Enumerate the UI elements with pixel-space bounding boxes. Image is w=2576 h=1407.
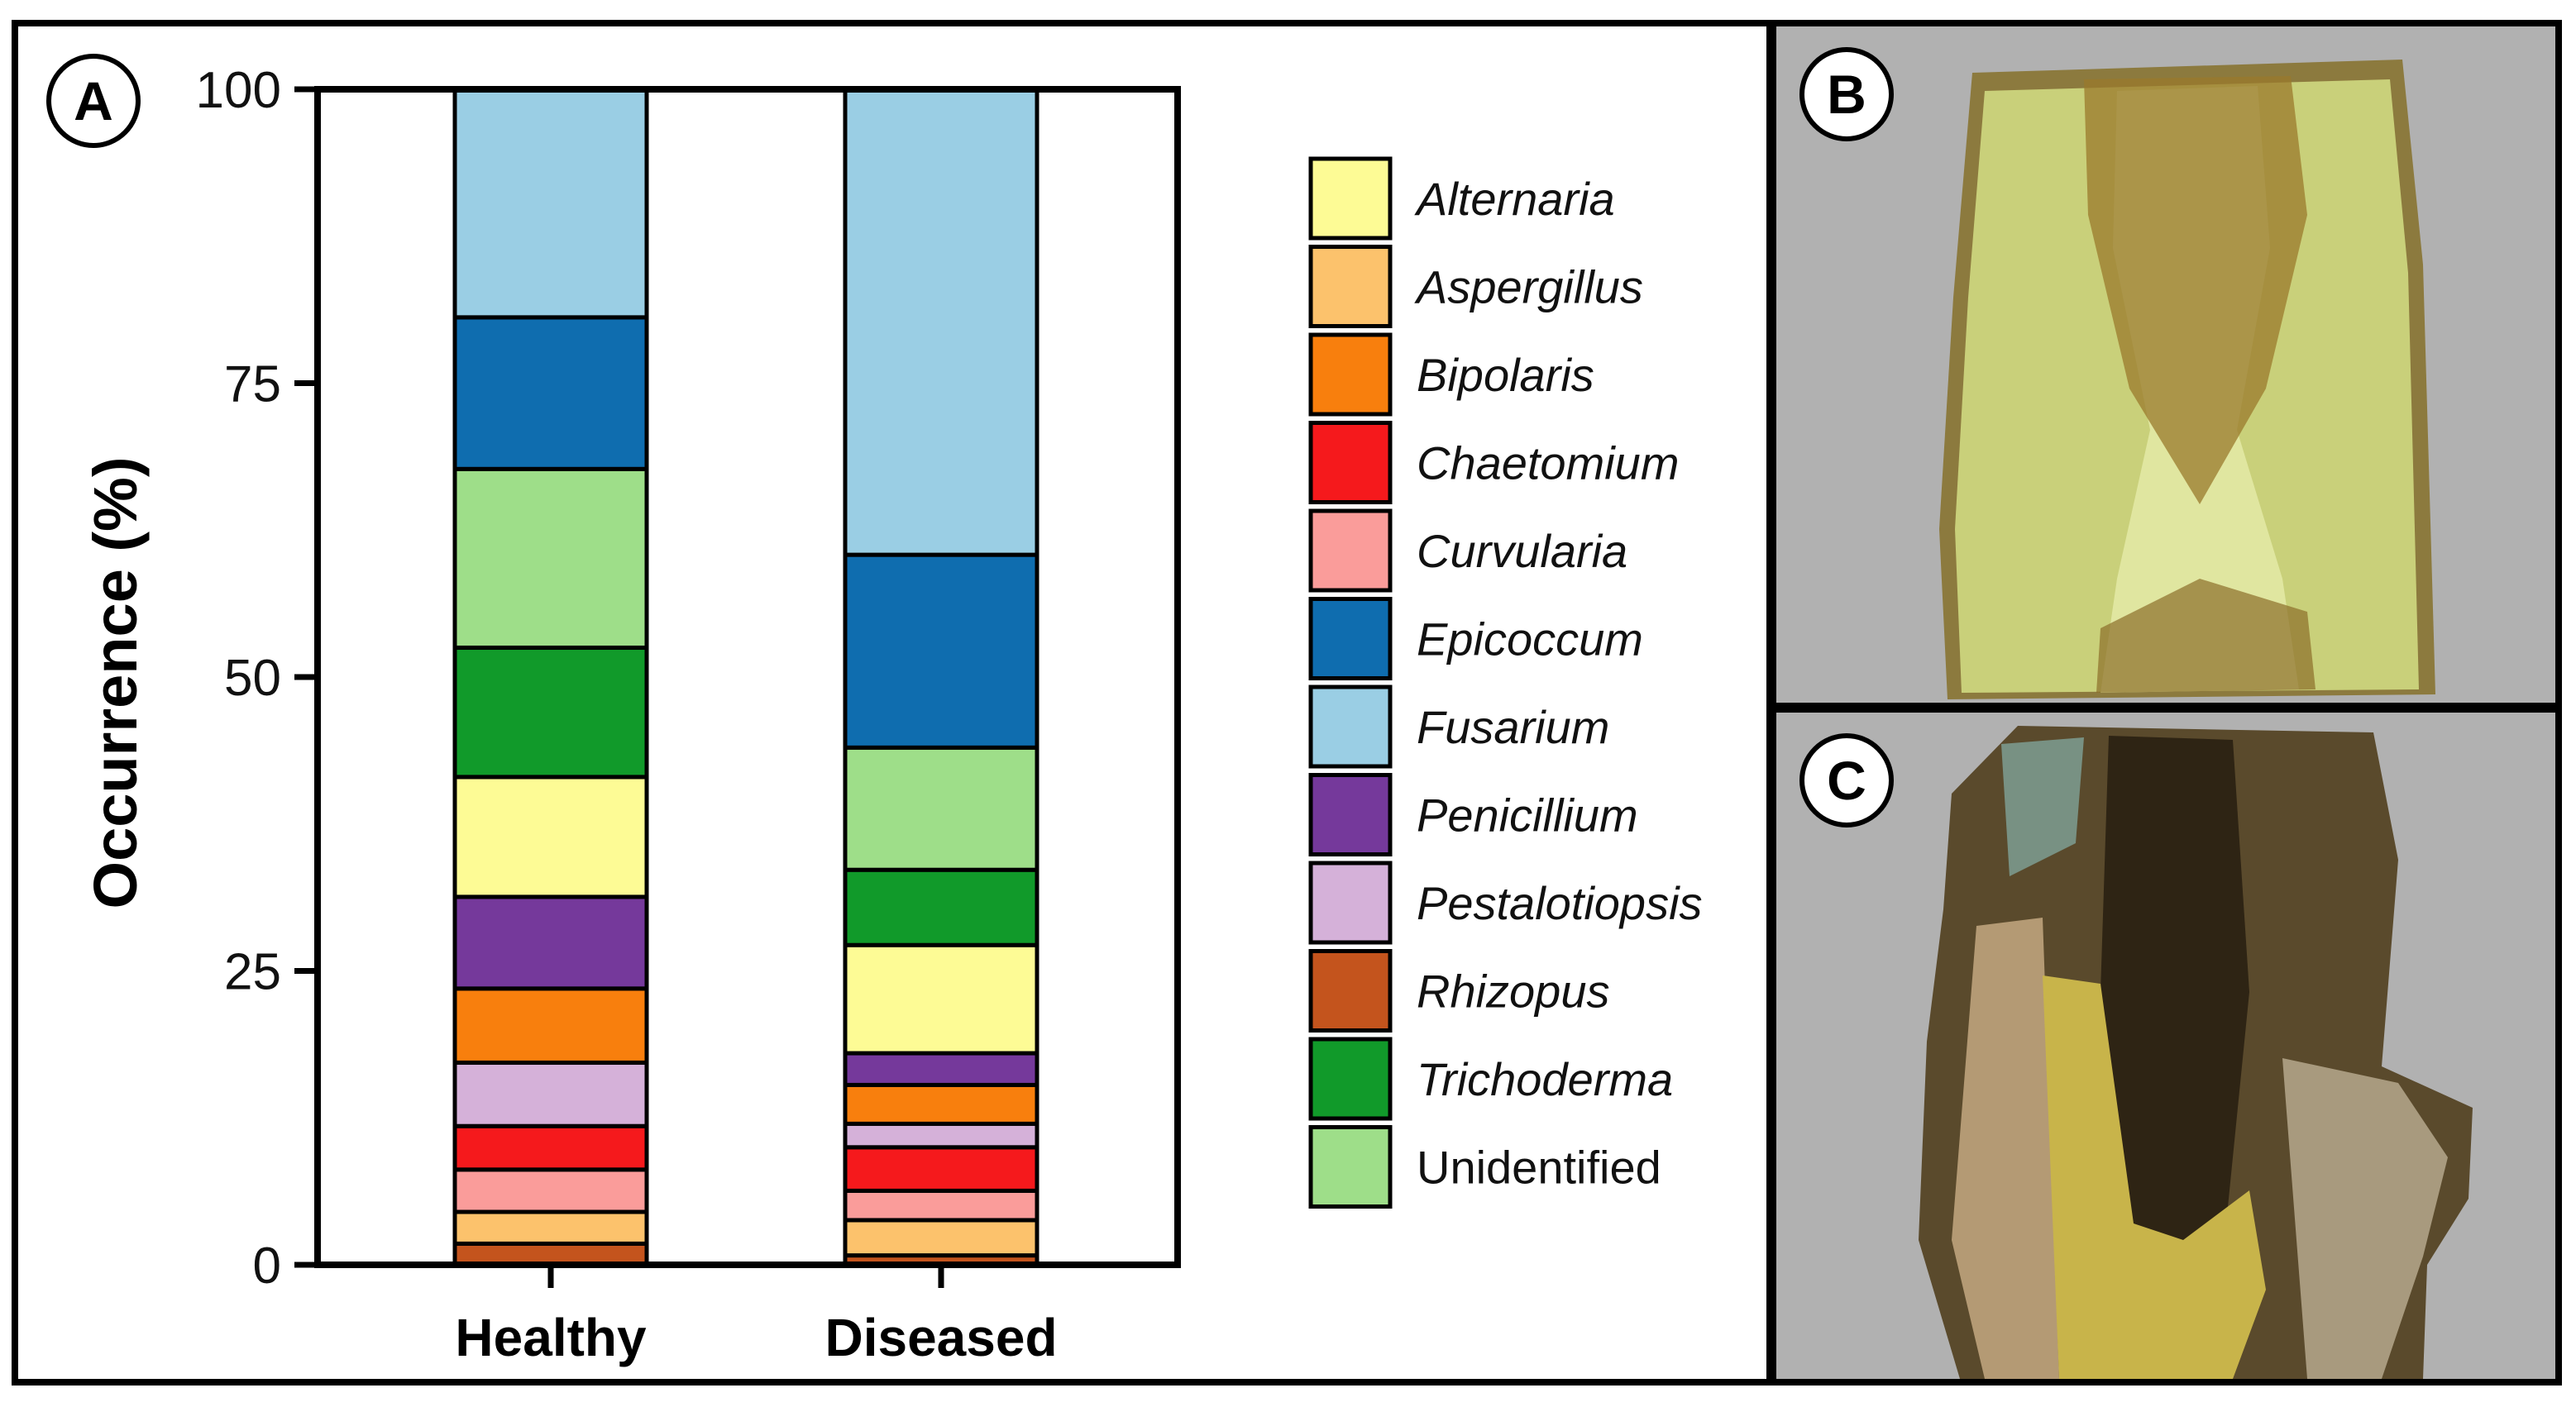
legend-label-fusarium: Fusarium: [1417, 701, 1609, 753]
legend-label-epicoccum: Epicoccum: [1417, 613, 1643, 665]
bar-segment-diseased-pestalotiopsis: [843, 1121, 1039, 1150]
stem-healthy-lesion-bottom: [2096, 579, 2316, 693]
bar-segment-diseased-fusarium: [843, 87, 1039, 557]
legend-swatch-rhizopus: [1308, 949, 1393, 1033]
bar-segment-healthy-penicillium: [452, 894, 649, 991]
legend-label-unidentified: Unidentified: [1417, 1142, 1661, 1194]
bar-segment-diseased-chaetomium: [843, 1145, 1039, 1193]
bar-segment-healthy-aspergillus: [452, 1209, 649, 1246]
bar-segment-diseased-epicoccum: [843, 552, 1039, 750]
panel-c-letter: C: [1827, 750, 1866, 811]
bar-segment-healthy-chaetomium: [452, 1123, 649, 1172]
y-axis: 0 25 50 75 100: [196, 62, 318, 1295]
bar-segment-healthy-alternaria: [452, 775, 649, 899]
stem-diseased-bluish-rim: [2001, 737, 2084, 876]
legend: Alternaria Aspergillus Bipolaris Chaetomium…: [1308, 156, 1703, 1209]
panel-c: C: [1776, 713, 2555, 1379]
panel-b: B: [1771, 26, 2559, 713]
y-tick-label: 75: [224, 356, 281, 413]
panel-a-letter: A: [74, 70, 113, 131]
bar-segment-diseased-curvularia: [843, 1188, 1039, 1223]
panel-a-badge: [46, 54, 141, 148]
stem-diseased-yellow-tissue: [2043, 975, 2266, 1379]
y-tick-label: 50: [224, 650, 281, 707]
stem-diseased-pale-wood: [1952, 918, 2059, 1379]
y-tick-label: 0: [253, 1238, 281, 1295]
x-category-label-diseased: Diseased: [824, 1308, 1057, 1367]
bar-segment-healthy-bipolaris: [452, 986, 649, 1065]
bar-segment-diseased-trichoderma: [843, 867, 1039, 947]
panel-c-badge: [1799, 733, 1894, 828]
legend-label-pestalotiopsis: Pestalotiopsis: [1417, 877, 1703, 929]
legend-swatch-curvularia: [1308, 508, 1393, 593]
legend-swatch-unidentified: [1308, 1125, 1393, 1209]
stem-healthy-lesion-top: [2084, 76, 2307, 504]
bar-segment-healthy-epicoccum: [452, 315, 649, 471]
legend-swatch-aspergillus: [1308, 245, 1393, 328]
x-axis: Healthy Diseased: [455, 1265, 1058, 1367]
bar-segment-healthy-fusarium: [452, 87, 649, 320]
bar-segment-healthy-pestalotiopsis: [452, 1060, 649, 1128]
legend-swatch-alternaria: [1308, 156, 1393, 241]
legend-swatch-trichoderma: [1308, 1037, 1393, 1121]
legend-label-rhizopus: Rhizopus: [1417, 966, 1609, 1018]
legend-label-bipolaris: Bipolaris: [1417, 349, 1594, 401]
legend-swatch-penicillium: [1308, 773, 1393, 856]
bar-segment-healthy-unidentified: [452, 466, 649, 650]
y-tick-label: 25: [224, 944, 281, 1001]
panel-b-divider: [1771, 703, 2559, 713]
stem-diseased-pale-wood-right: [2282, 1058, 2448, 1379]
legend-swatch-pestalotiopsis: [1308, 861, 1393, 945]
legend-swatch-chaetomium: [1308, 421, 1393, 504]
panel-b-letter: B: [1827, 64, 1866, 125]
bar-segment-healthy-curvularia: [452, 1167, 649, 1214]
x-category-label-healthy: Healthy: [455, 1308, 647, 1367]
bar-segment-diseased-penicillium: [843, 1051, 1039, 1087]
panel-a: A Occurrence (%) 0 25 50 75 100 Healthy Disea…: [46, 54, 1703, 1367]
legend-label-penicillium: Penicillium: [1417, 789, 1638, 842]
bar-segment-diseased-alternaria: [843, 942, 1039, 1056]
bar-segment-diseased-aspergillus: [843, 1218, 1039, 1258]
legend-swatch-fusarium: [1308, 684, 1393, 769]
y-tick-label: 100: [196, 62, 281, 119]
plot-frame: [314, 86, 1181, 1268]
legend-label-curvularia: Curvularia: [1417, 525, 1627, 577]
bar-segment-diseased-bipolaris: [843, 1082, 1039, 1126]
y-axis-title: Occurrence (%): [81, 457, 150, 909]
legend-swatch-bipolaris: [1308, 332, 1393, 417]
legend-swatch-epicoccum: [1308, 597, 1393, 680]
bar-segment-healthy-trichoderma: [452, 645, 649, 780]
bars-layer: [452, 87, 1039, 1267]
legend-label-trichoderma: Trichoderma: [1417, 1053, 1673, 1105]
bar-segment-diseased-unidentified: [843, 745, 1039, 872]
legend-label-alternaria: Alternaria: [1414, 173, 1615, 225]
legend-label-aspergillus: Aspergillus: [1414, 261, 1643, 313]
panel-b-badge: [1799, 47, 1894, 141]
legend-label-chaetomium: Chaetomium: [1417, 437, 1679, 489]
stem-diseased-dark-core: [2100, 736, 2249, 1379]
